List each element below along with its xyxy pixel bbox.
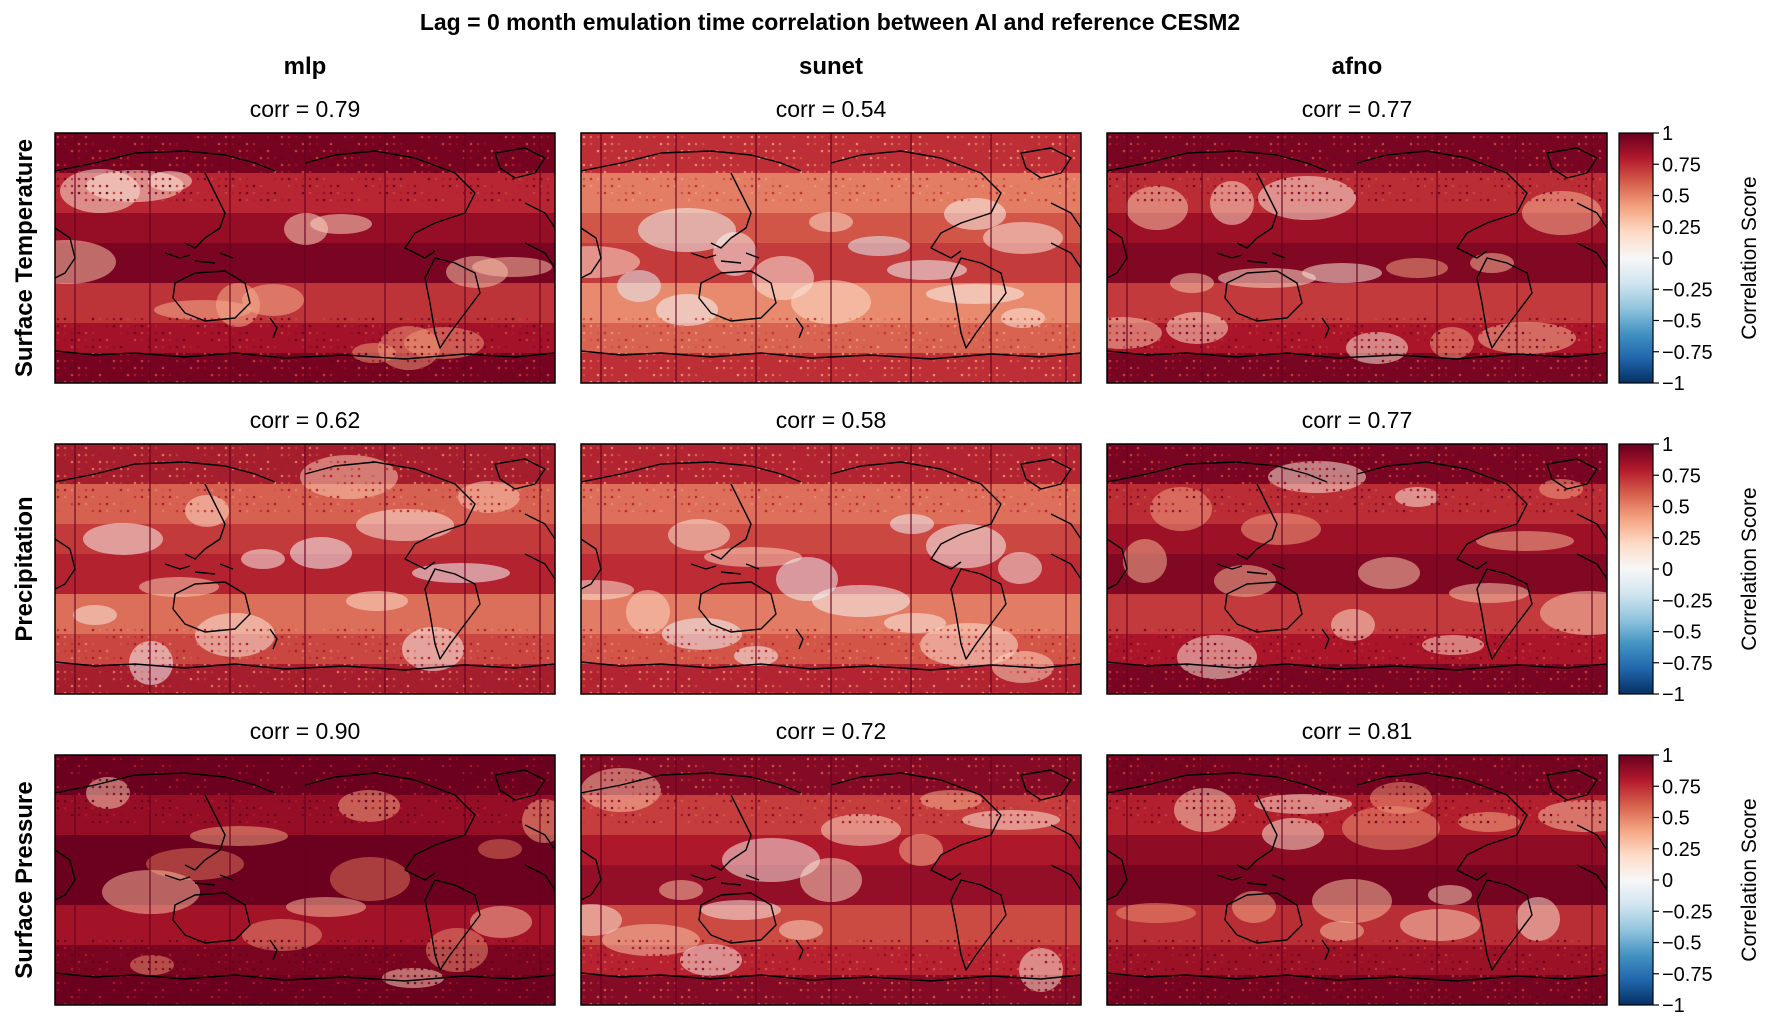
coastlines <box>1107 769 1607 982</box>
panel-precipitation-sunet: corr = 0.58 <box>580 407 1082 695</box>
panel-frame <box>1106 443 1608 695</box>
panel-frame <box>580 754 1082 1006</box>
panel-precipitation-afno: corr = 0.77 <box>1106 407 1608 695</box>
coastlines <box>55 458 555 671</box>
coastlines <box>1107 147 1607 360</box>
colorbar-tick-label: 0.25 <box>1662 528 1701 550</box>
colorbar-gradient <box>1618 754 1654 1006</box>
colorbar-tick-label: 0.5 <box>1662 186 1690 208</box>
colorbar-label: Correlation Score <box>1738 487 1761 650</box>
panel-corr-label: corr = 0.77 <box>1302 407 1413 433</box>
model-header-afno: afno <box>1332 53 1383 80</box>
panel-surface-pressure-sunet: corr = 0.72 <box>580 718 1082 1006</box>
panel-corr-label: corr = 0.81 <box>1302 718 1413 744</box>
colorbar-label: Correlation Score <box>1738 176 1761 339</box>
colorbar-tick-label: 0.75 <box>1662 154 1701 176</box>
colorbar-tick-label: 0 <box>1662 248 1673 270</box>
colorbar-tick-label: −0.5 <box>1662 933 1701 955</box>
row-label-precipitation: Precipitation <box>11 496 38 641</box>
colorbar-tick-label: −0.5 <box>1662 622 1701 644</box>
panel-frame <box>1106 132 1608 384</box>
colorbar-tick-label: −0.25 <box>1662 590 1713 612</box>
panel-surface-temperature-sunet: corr = 0.54 <box>580 96 1082 384</box>
colorbar-tick-label: 0 <box>1662 559 1673 581</box>
panel-corr-label: corr = 0.90 <box>250 718 361 744</box>
coastlines <box>581 458 1081 671</box>
model-header-sunet: sunet <box>799 53 863 80</box>
colorbar-3: 1 0.75 0.5 0.25 0 −0.25 −0.5 −0.75 −1 Correlation… <box>1618 745 1761 1017</box>
colorbar-tick-label: −1 <box>1662 684 1685 706</box>
panel-corr-label: corr = 0.77 <box>1302 96 1413 122</box>
panel-corr-label: corr = 0.72 <box>776 718 887 744</box>
panel-surface-temperature-mlp: corr = 0.79 <box>54 96 556 384</box>
colorbar-tick-label: 0.25 <box>1662 217 1701 239</box>
colorbar-tick-label: 0.5 <box>1662 808 1690 830</box>
panel-frame <box>54 132 556 384</box>
colorbar-tick-label: −1 <box>1662 373 1685 395</box>
panel-frame <box>1106 754 1608 1006</box>
colorbar-tick-label: −0.75 <box>1662 653 1713 675</box>
row-label-surface-pressure: Surface Pressure <box>11 781 38 978</box>
colorbar-tick-label: 1 <box>1662 434 1673 456</box>
coastlines <box>55 769 555 982</box>
panel-frame <box>54 754 556 1006</box>
coastlines <box>1107 458 1607 671</box>
panel-precipitation-mlp: corr = 0.62 <box>54 407 556 695</box>
colorbar-tick-label: 0.5 <box>1662 497 1690 519</box>
panel-frame <box>54 443 556 695</box>
coastlines <box>55 147 555 360</box>
panel-frame <box>580 443 1082 695</box>
colorbar-tick-label: −0.25 <box>1662 279 1713 301</box>
panel-corr-label: corr = 0.58 <box>776 407 887 433</box>
colorbar-tick-label: −1 <box>1662 995 1685 1017</box>
panel-surface-temperature-afno: corr = 0.77 <box>1106 96 1608 384</box>
panel-corr-label: corr = 0.62 <box>250 407 361 433</box>
colorbar-tick-label: 1 <box>1662 123 1673 145</box>
colorbar-tick-label: −0.25 <box>1662 901 1713 923</box>
colorbar-tick-label: 0.75 <box>1662 776 1701 798</box>
colorbar-1: 1 0.75 0.5 0.25 0 −0.25 −0.5 −0.75 −1 Correlation… <box>1618 123 1761 395</box>
colorbar-tick-label: 0.25 <box>1662 839 1701 861</box>
colorbar-tick-label: 1 <box>1662 745 1673 767</box>
panel-frame <box>580 132 1082 384</box>
colorbar-label: Correlation Score <box>1738 798 1761 961</box>
colorbar-tick-label: −0.5 <box>1662 311 1701 333</box>
colorbar-tick-label: 0 <box>1662 870 1673 892</box>
colorbar-gradient <box>1618 132 1654 384</box>
panel-corr-label: corr = 0.54 <box>776 96 887 122</box>
row-label-surface-temperature: Surface Temperature <box>11 139 38 377</box>
model-header-mlp: mlp <box>284 53 327 80</box>
panel-corr-label: corr = 0.79 <box>250 96 361 122</box>
coastlines <box>581 769 1081 982</box>
panel-surface-pressure-afno: corr = 0.81 <box>1106 718 1608 1006</box>
figure-title: Lag = 0 month emulation time correlation… <box>420 9 1240 35</box>
colorbar-tick-label: −0.75 <box>1662 964 1713 986</box>
colorbar-tick-label: −0.75 <box>1662 342 1713 364</box>
colorbar-tick-label: 0.75 <box>1662 465 1701 487</box>
coastlines <box>581 147 1081 360</box>
colorbar-2: 1 0.75 0.5 0.25 0 −0.25 −0.5 −0.75 −1 Correlation… <box>1618 434 1761 706</box>
panel-surface-pressure-mlp: corr = 0.90 <box>54 718 556 1006</box>
colorbar-gradient <box>1618 443 1654 695</box>
